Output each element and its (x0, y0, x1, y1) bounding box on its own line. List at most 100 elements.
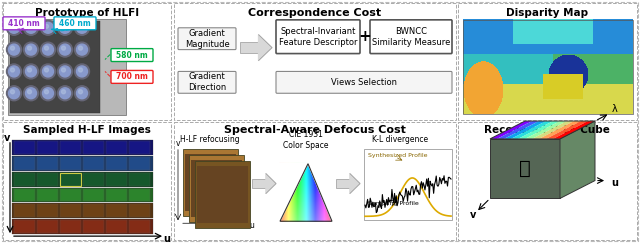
Polygon shape (497, 121, 539, 139)
Bar (83, 204, 104, 217)
FancyBboxPatch shape (276, 20, 360, 54)
Bar (83, 188, 104, 201)
Polygon shape (279, 163, 333, 221)
Circle shape (40, 86, 56, 101)
Circle shape (79, 68, 83, 72)
Bar (364, 149, 452, 220)
Bar (129, 188, 150, 201)
Circle shape (45, 46, 49, 50)
Text: u: u (611, 178, 618, 188)
Text: Spectral-Invariant
Feature Descriptor: Spectral-Invariant Feature Descriptor (279, 27, 357, 47)
Bar (37, 220, 58, 233)
Bar (185, 154, 236, 211)
FancyBboxPatch shape (111, 49, 153, 61)
Circle shape (40, 20, 56, 35)
Bar (12, 187, 153, 202)
Bar (3, 122, 171, 240)
Text: Disparity Map: Disparity Map (506, 8, 588, 18)
Bar (197, 166, 248, 223)
Bar (14, 157, 35, 170)
FancyBboxPatch shape (3, 17, 45, 30)
Circle shape (45, 90, 49, 94)
Bar (12, 219, 153, 234)
Bar (174, 122, 456, 240)
Bar (174, 3, 456, 120)
Bar (37, 173, 58, 185)
Bar (336, 179, 350, 188)
Circle shape (58, 42, 72, 57)
Polygon shape (308, 163, 333, 222)
Bar (12, 140, 153, 155)
Circle shape (60, 88, 70, 99)
Circle shape (61, 24, 65, 28)
Bar (106, 157, 127, 170)
Text: CIE 1931
Color Space: CIE 1931 Color Space (284, 130, 329, 150)
Text: Correspondence Cost: Correspondence Cost (248, 8, 381, 18)
Bar (106, 173, 127, 185)
Circle shape (45, 24, 49, 28)
Bar (129, 204, 150, 217)
Bar (12, 172, 153, 186)
Circle shape (77, 88, 88, 99)
Bar (83, 173, 104, 185)
Polygon shape (546, 121, 588, 139)
Polygon shape (539, 121, 581, 139)
Polygon shape (259, 35, 272, 61)
Text: Gradient
Direction: Gradient Direction (188, 72, 226, 92)
FancyBboxPatch shape (370, 20, 452, 54)
Bar (60, 204, 81, 217)
Circle shape (6, 86, 22, 101)
Bar (60, 141, 81, 154)
Text: λ: λ (612, 104, 618, 114)
Circle shape (58, 86, 72, 101)
Circle shape (58, 20, 72, 35)
Circle shape (24, 86, 38, 101)
Bar (129, 157, 150, 170)
Text: 580 nm: 580 nm (116, 50, 148, 60)
Circle shape (8, 88, 19, 99)
Bar (463, 20, 633, 114)
Text: 460 nm: 460 nm (59, 19, 91, 28)
Bar (12, 156, 153, 171)
Text: Gradient
Magnitude: Gradient Magnitude (184, 29, 229, 49)
Bar (83, 157, 104, 170)
Bar (37, 204, 58, 217)
Polygon shape (511, 121, 553, 139)
Circle shape (26, 66, 36, 77)
Circle shape (61, 46, 65, 50)
Bar (60, 173, 81, 185)
Circle shape (10, 46, 15, 50)
Circle shape (8, 22, 19, 33)
Polygon shape (560, 121, 595, 198)
Circle shape (40, 64, 56, 79)
Polygon shape (266, 174, 276, 194)
Text: Recovered H-LF Cube: Recovered H-LF Cube (484, 125, 610, 135)
Circle shape (8, 44, 19, 55)
Circle shape (74, 42, 90, 57)
Bar (83, 141, 104, 154)
Circle shape (42, 44, 54, 55)
Text: u: u (163, 234, 170, 244)
Circle shape (60, 44, 70, 55)
FancyBboxPatch shape (111, 71, 153, 83)
Circle shape (10, 90, 15, 94)
Bar (60, 188, 81, 201)
Text: v: v (176, 139, 180, 148)
Circle shape (6, 20, 22, 35)
Bar (12, 203, 153, 218)
Bar (60, 157, 81, 170)
Circle shape (6, 64, 22, 79)
Bar (183, 149, 238, 216)
FancyBboxPatch shape (276, 72, 452, 93)
Bar (37, 188, 58, 201)
Circle shape (77, 66, 88, 77)
Bar (106, 204, 127, 217)
Bar (191, 160, 242, 217)
Circle shape (24, 64, 38, 79)
Bar (106, 220, 127, 233)
Bar (189, 155, 244, 222)
Text: Sampled H-LF Images: Sampled H-LF Images (23, 125, 151, 135)
FancyBboxPatch shape (178, 28, 236, 49)
Circle shape (28, 24, 31, 28)
Polygon shape (532, 121, 574, 139)
